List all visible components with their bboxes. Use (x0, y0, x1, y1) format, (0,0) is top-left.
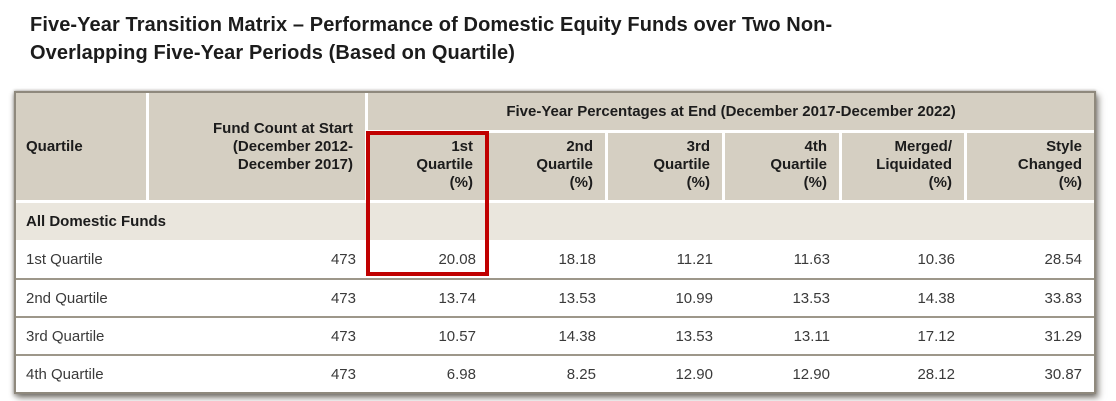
value-cell: 33.83 (967, 278, 1095, 316)
row-label: 1st Quartile (16, 240, 149, 278)
value-cell: 11.63 (725, 240, 842, 278)
col-header-1st-quartile: 1st Quartile (%) (368, 133, 488, 203)
col-header-quartile: Quartile (16, 93, 149, 203)
value-cell: 13.53 (608, 316, 725, 354)
value-cell-highlighted: 20.08 (368, 240, 488, 278)
table-row-3rd-quartile: 3rd Quartile 473 10.57 14.38 13.53 13.11… (16, 316, 1095, 354)
table-row-4th-quartile: 4th Quartile 473 6.98 8.25 12.90 12.90 2… (16, 354, 1095, 392)
value-cell: 13.53 (725, 278, 842, 316)
row-label: 2nd Quartile (16, 278, 149, 316)
section-row-all-domestic-funds: All Domestic Funds (16, 203, 1095, 240)
fund-count-cell: 473 (149, 354, 368, 392)
col-header-4th-quartile: 4th Quartile (%) (725, 133, 842, 203)
header-row-group: Quartile Fund Count at Start (December 2… (16, 93, 1095, 203)
value-cell: 14.38 (842, 278, 967, 316)
value-cell: 11.21 (608, 240, 725, 278)
fund-count-cell: 473 (149, 316, 368, 354)
col-header-merged-liquidated: Merged/ Liquidated (%) (842, 133, 967, 203)
value-cell: 28.54 (967, 240, 1095, 278)
fund-count-cell: 473 (149, 278, 368, 316)
value-cell: 10.57 (368, 316, 488, 354)
fund-count-cell: 473 (149, 240, 368, 278)
table-row-1st-quartile: 1st Quartile 473 20.08 18.18 11.21 11.63… (16, 240, 1095, 278)
value-cell: 8.25 (488, 354, 608, 392)
page-title: Five-Year Transition Matrix – Performanc… (30, 14, 833, 64)
value-cell: 12.90 (608, 354, 725, 392)
value-cell: 14.38 (488, 316, 608, 354)
col-header-3rd-quartile: 3rd Quartile (%) (608, 133, 725, 203)
col-header-style-changed: Style Changed (%) (967, 133, 1095, 203)
value-cell: 13.53 (488, 278, 608, 316)
col-header-fund-count: Fund Count at Start (December 2012- Dece… (149, 93, 368, 203)
value-cell: 30.87 (967, 354, 1095, 392)
value-cell: 31.29 (967, 316, 1095, 354)
value-cell: 6.98 (368, 354, 488, 392)
section-label: All Domestic Funds (16, 203, 1095, 240)
group-header-five-year-percentages: Five-Year Percentages at End (December 2… (368, 93, 1095, 133)
value-cell: 13.11 (725, 316, 842, 354)
transition-matrix-table: Quartile Fund Count at Start (December 2… (14, 91, 1096, 394)
row-label: 3rd Quartile (16, 316, 149, 354)
data-table: Quartile Fund Count at Start (December 2… (16, 93, 1095, 392)
value-cell: 12.90 (725, 354, 842, 392)
header-row-sub: 1st Quartile (%) 2nd Quartile (%) 3rd Qu… (16, 133, 1095, 203)
value-cell: 17.12 (842, 316, 967, 354)
value-cell: 28.12 (842, 354, 967, 392)
col-header-2nd-quartile: 2nd Quartile (%) (488, 133, 608, 203)
value-cell: 13.74 (368, 278, 488, 316)
value-cell: 10.36 (842, 240, 967, 278)
value-cell: 10.99 (608, 278, 725, 316)
row-label: 4th Quartile (16, 354, 149, 392)
value-cell: 18.18 (488, 240, 608, 278)
table-row-2nd-quartile: 2nd Quartile 473 13.74 13.53 10.99 13.53… (16, 278, 1095, 316)
